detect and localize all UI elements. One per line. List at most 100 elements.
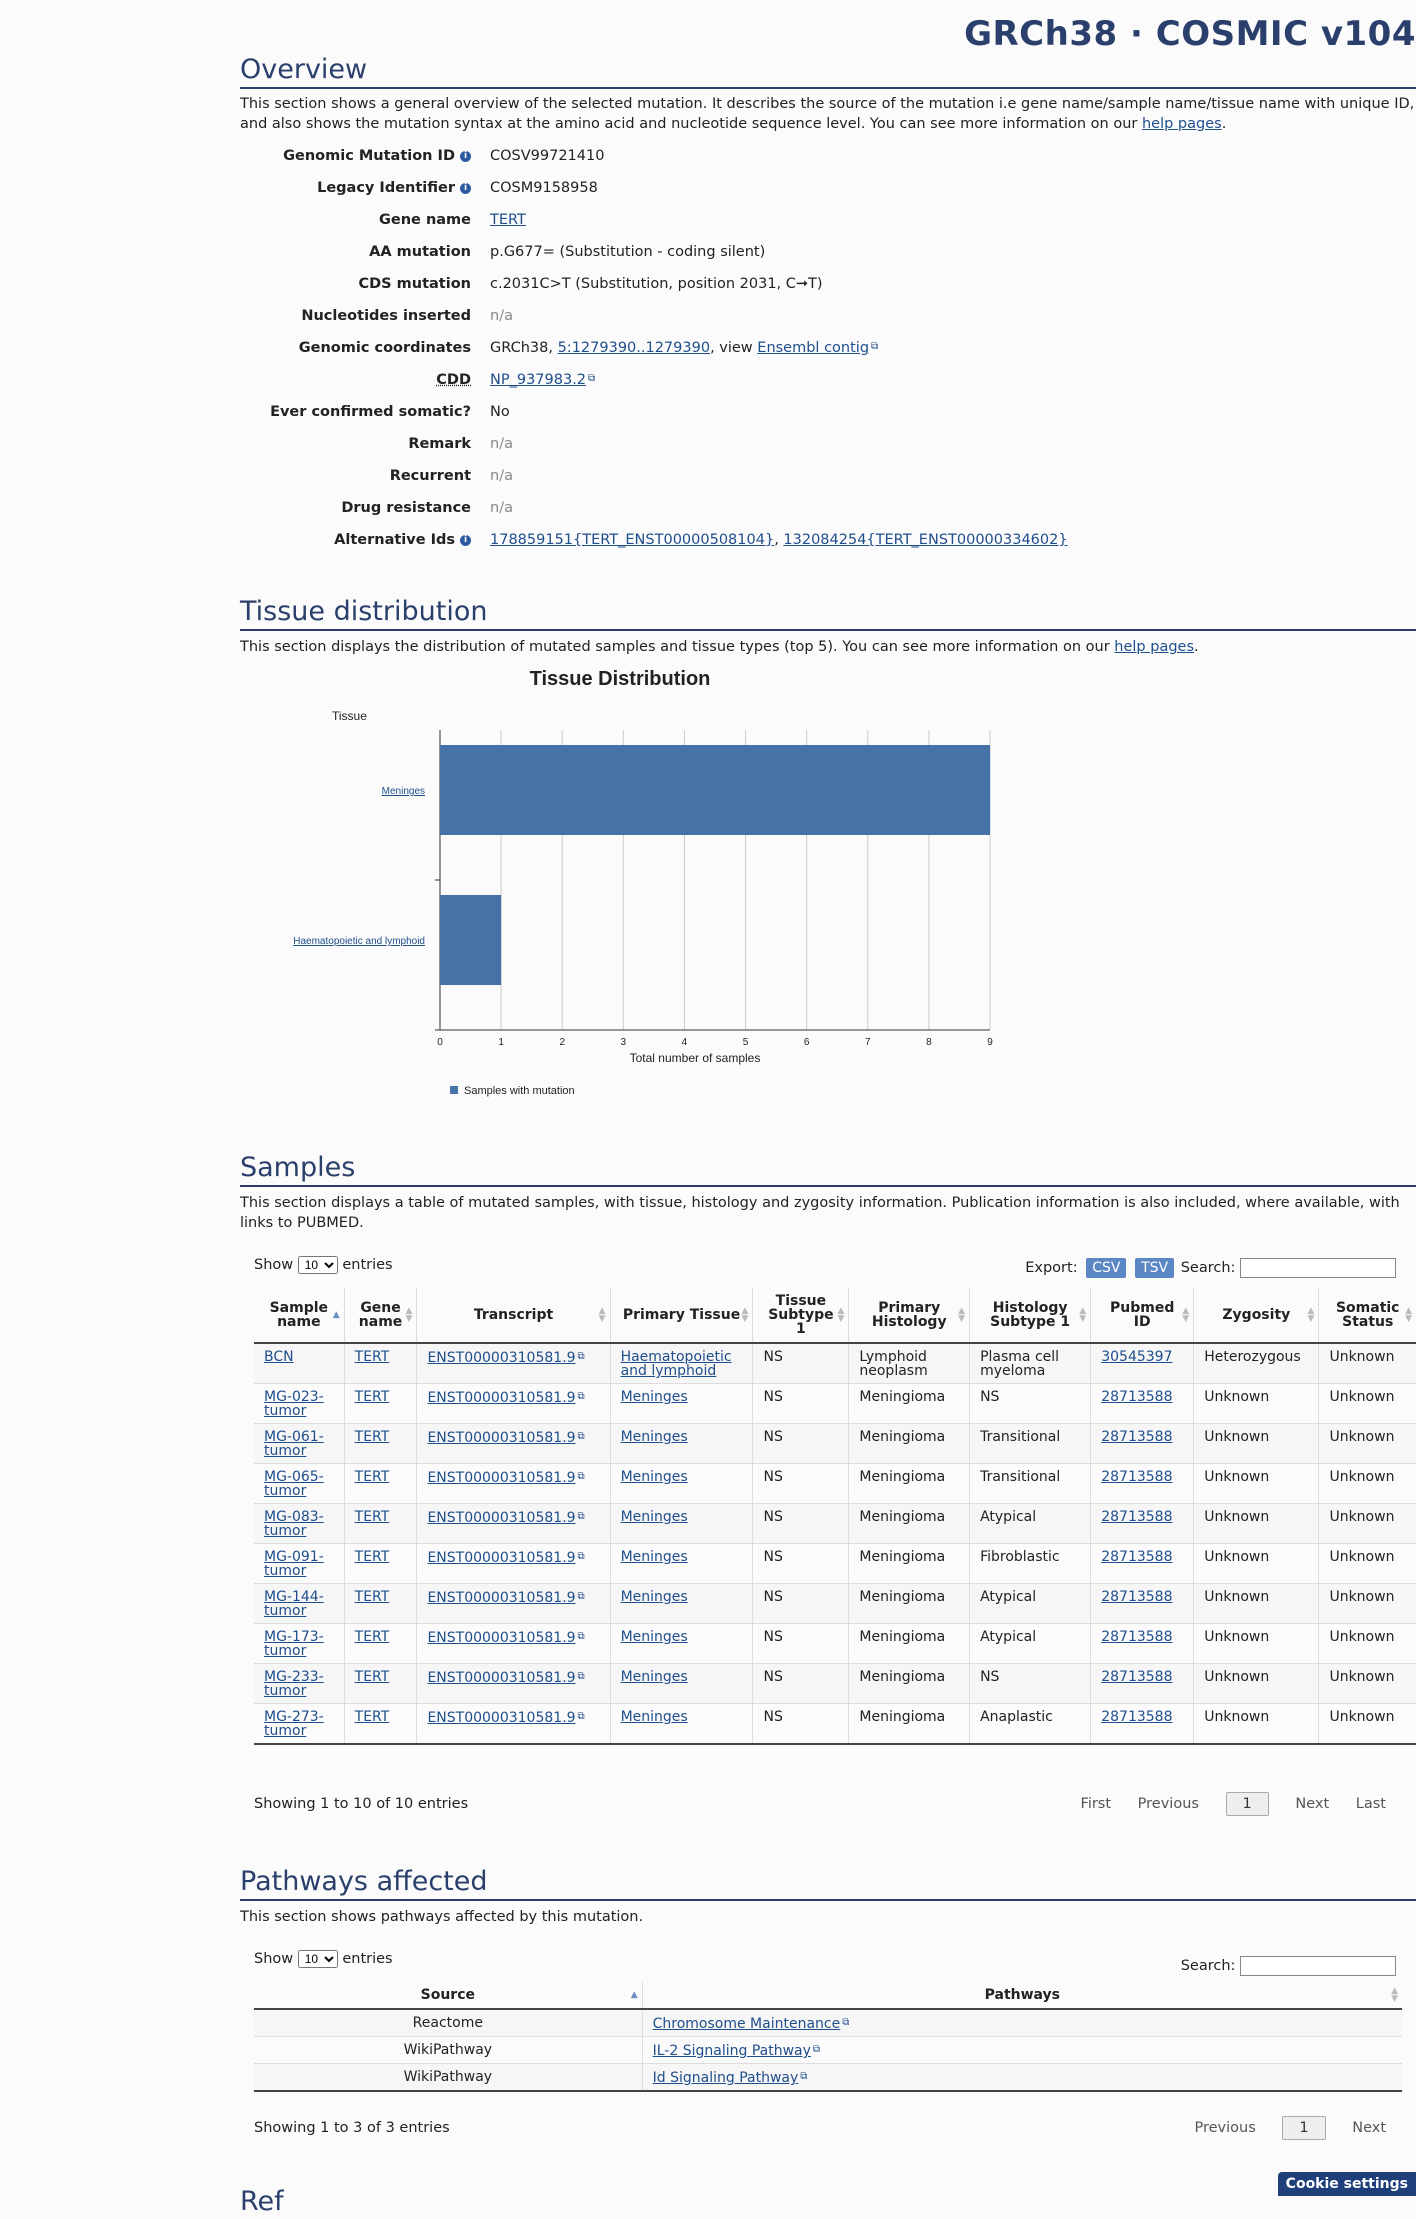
gene-name-link[interactable]: TERT — [354, 1669, 390, 1685]
primary-tissue-link[interactable]: Meninges — [620, 1589, 688, 1605]
field-legacy-identifier: Legacy Identifier i COSM9158958 — [317, 180, 598, 196]
transcript-link[interactable]: ENST00000310581.9 — [427, 1510, 576, 1526]
info-icon[interactable]: i — [460, 183, 471, 194]
pathway-link[interactable]: IL-2 Signaling Pathway — [652, 2043, 811, 2059]
gene-name-link[interactable]: TERT — [354, 1509, 390, 1525]
export-csv-button[interactable]: CSV — [1086, 1258, 1127, 1278]
sample-name-link[interactable]: MG-144-tumor — [264, 1589, 324, 1619]
sample-name-link[interactable]: MG-083-tumor — [264, 1509, 324, 1539]
gene-name-link[interactable]: TERT — [354, 1469, 390, 1485]
category-label-haematopoietic-and-lymphoid[interactable]: Haematopoietic and lymphoid — [293, 936, 425, 947]
transcript-link[interactable]: ENST00000310581.9 — [427, 1590, 576, 1606]
sample-name-link[interactable]: MG-091-tumor — [264, 1549, 324, 1579]
primary-tissue-link[interactable]: Meninges — [620, 1629, 688, 1645]
sample-name-link[interactable]: MG-065-tumor — [264, 1469, 324, 1499]
pubmed-id-link[interactable]: 28713588 — [1101, 1429, 1173, 1445]
pubmed-id-link[interactable]: 28713588 — [1101, 1549, 1173, 1565]
tissue-help-link[interactable]: help pages — [1114, 639, 1195, 655]
gene-name-link[interactable]: TERT — [354, 1709, 390, 1725]
pager-last[interactable]: Last — [1355, 1796, 1386, 1812]
column-header-source[interactable]: Source ▲ — [254, 1982, 643, 2010]
column-header-sample-name[interactable]: Sample name ▲ — [254, 1288, 345, 1344]
pager-first[interactable]: First — [1080, 1796, 1112, 1812]
column-header-tissue-subtype-1[interactable]: Tissue Subtype 1 ▲ ▼ — [752, 1288, 849, 1344]
column-header-somatic-status[interactable]: Somatic Status ▲ ▼ — [1318, 1288, 1416, 1344]
samples-page-length-select[interactable]: 10 — [297, 1256, 338, 1274]
category-label-meninges[interactable]: Meninges — [382, 786, 425, 797]
pathways-page-length-select[interactable]: 10 — [297, 1950, 338, 1968]
sample-name-link[interactable]: MG-273-tumor — [264, 1709, 324, 1739]
primary-tissue-link[interactable]: Meninges — [620, 1549, 688, 1565]
transcript-link[interactable]: ENST00000310581.9 — [427, 1630, 576, 1646]
somatic-status-value: Unknown — [1329, 1469, 1395, 1485]
gene-name-link[interactable]: TERT — [354, 1629, 390, 1645]
alt-id-link[interactable]: 178859151{TERT_ENST00000508104} — [490, 532, 775, 548]
pubmed-id-link[interactable]: 28713588 — [1101, 1389, 1173, 1405]
pager-previous[interactable]: Previous — [1194, 2120, 1256, 2136]
transcript-link[interactable]: ENST00000310581.9 — [427, 1670, 576, 1686]
pager-next[interactable]: Next — [1295, 1796, 1330, 1812]
pathways-length-control: Show 10 entries — [254, 1950, 393, 1968]
pubmed-id-link[interactable]: 28713588 — [1101, 1509, 1173, 1525]
column-header-primary-tissue[interactable]: Primary Tissue ▲ ▼ — [609, 1288, 753, 1344]
column-header-pubmed-id[interactable]: Pubmed ID ▲ ▼ — [1090, 1288, 1194, 1344]
pathway-link[interactable]: Id Signaling Pathway — [652, 2070, 799, 2086]
gene-name-link[interactable]: TERT — [354, 1429, 390, 1445]
transcript-link[interactable]: ENST00000310581.9 — [427, 1550, 576, 1566]
gene-name-link[interactable]: TERT — [354, 1549, 390, 1565]
ensembl-contig-link[interactable]: Ensembl contig — [757, 340, 870, 356]
cdd-link[interactable]: NP_937983.2 — [490, 372, 587, 388]
pubmed-id-link[interactable]: 28713588 — [1101, 1589, 1173, 1605]
column-header-transcript[interactable]: Transcript ▲ ▼ — [416, 1288, 611, 1344]
primary-tissue-link[interactable]: Meninges — [620, 1669, 688, 1685]
pubmed-id-link[interactable]: 30545397 — [1101, 1349, 1173, 1365]
column-header-zygosity[interactable]: Zygosity ▲ ▼ — [1193, 1288, 1319, 1344]
primary-tissue-link[interactable]: Meninges — [620, 1509, 688, 1525]
overview-help-link[interactable]: help pages — [1141, 116, 1222, 132]
coordinates-link[interactable]: 5:1279390..1279390 — [557, 340, 711, 356]
pager-page-1[interactable]: 1 — [1282, 2116, 1326, 2140]
primary-tissue-link[interactable]: Meninges — [620, 1429, 688, 1445]
info-icon[interactable]: i — [460, 535, 471, 546]
cell-histology-subtype-1: NS — [969, 1663, 1091, 1704]
gene-name-link[interactable]: TERT — [354, 1349, 390, 1365]
pathway-link[interactable]: Chromosome Maintenance — [652, 2016, 841, 2032]
transcript-link[interactable]: ENST00000310581.9 — [427, 1350, 576, 1366]
pubmed-id-link[interactable]: 28713588 — [1101, 1709, 1173, 1725]
pathways-description: This section shows pathways affected by … — [240, 1909, 644, 1925]
sample-name-link[interactable]: BCN — [264, 1349, 294, 1365]
alt-id-link[interactable]: 132084254{TERT_ENST00000334602} — [783, 532, 1068, 548]
samples-search-input[interactable] — [1240, 1258, 1396, 1278]
primary-tissue-link[interactable]: Haematopoietic and lymphoid — [620, 1349, 732, 1379]
cell-tissue-subtype-1: NS — [752, 1663, 849, 1704]
pathways-search-input[interactable] — [1240, 1956, 1396, 1976]
transcript-link[interactable]: ENST00000310581.9 — [427, 1710, 576, 1726]
cookie-settings-button[interactable]: Cookie settings — [1277, 2172, 1416, 2196]
transcript-link[interactable]: ENST00000310581.9 — [427, 1470, 576, 1486]
gene-name-link[interactable]: TERT — [354, 1589, 390, 1605]
pager-previous[interactable]: Previous — [1137, 1796, 1199, 1812]
gene-name-link[interactable]: TERT — [354, 1389, 390, 1405]
pubmed-id-link[interactable]: 28713588 — [1101, 1669, 1173, 1685]
pager-next[interactable]: Next — [1352, 2120, 1386, 2136]
sample-name-link[interactable]: MG-023-tumor — [264, 1389, 324, 1419]
pager-page-1[interactable]: 1 — [1225, 1792, 1269, 1816]
export-tsv-button[interactable]: TSV — [1135, 1258, 1175, 1278]
sample-name-link[interactable]: MG-173-tumor — [264, 1629, 324, 1659]
info-icon[interactable]: i — [460, 151, 471, 162]
sample-name-link[interactable]: MG-061-tumor — [264, 1429, 324, 1459]
primary-tissue-link[interactable]: Meninges — [620, 1389, 688, 1405]
primary-tissue-link[interactable]: Meninges — [620, 1469, 688, 1485]
transcript-link[interactable]: ENST00000310581.9 — [427, 1430, 576, 1446]
column-header-pathways[interactable]: Pathways ▲ ▼ — [641, 1982, 1402, 2010]
gene-name-link[interactable]: TERT — [490, 212, 526, 228]
column-header-gene-name[interactable]: Gene name ▲ ▼ — [343, 1288, 417, 1344]
transcript-link[interactable]: ENST00000310581.9 — [427, 1390, 576, 1406]
column-header-histology-subtype-1[interactable]: Histology Subtype 1 ▲ ▼ — [969, 1288, 1091, 1344]
sample-name-link[interactable]: MG-233-tumor — [264, 1669, 324, 1699]
cell-gene-name: TERT — [343, 1583, 417, 1624]
pubmed-id-link[interactable]: 28713588 — [1101, 1629, 1173, 1645]
column-header-primary-histology[interactable]: Primary Histology ▲ ▼ — [848, 1288, 970, 1344]
primary-tissue-link[interactable]: Meninges — [620, 1709, 688, 1725]
pubmed-id-link[interactable]: 28713588 — [1101, 1469, 1173, 1485]
